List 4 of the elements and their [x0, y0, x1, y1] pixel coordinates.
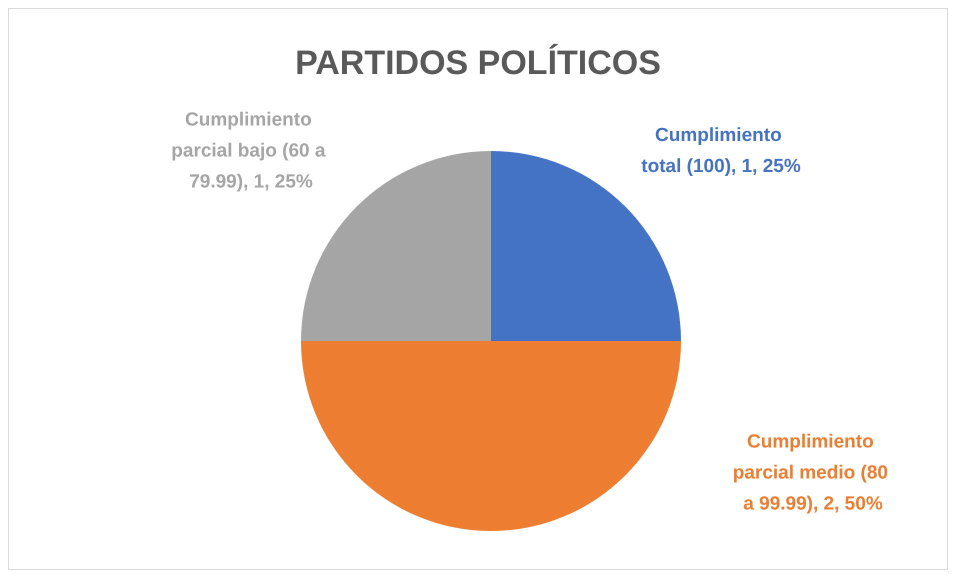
slice-label: Cumplimiento parcial medio (80 a 99.99), 2, 50%: [732, 432, 894, 514]
slice-label: Cumplimiento total (100), 1, 25%: [641, 125, 801, 177]
chart-title: PARTIDOS POLÍTICOS: [295, 43, 661, 82]
slice-label: Cumplimiento parcial bajo (60 a 79.99), 1, 25%: [171, 110, 331, 192]
